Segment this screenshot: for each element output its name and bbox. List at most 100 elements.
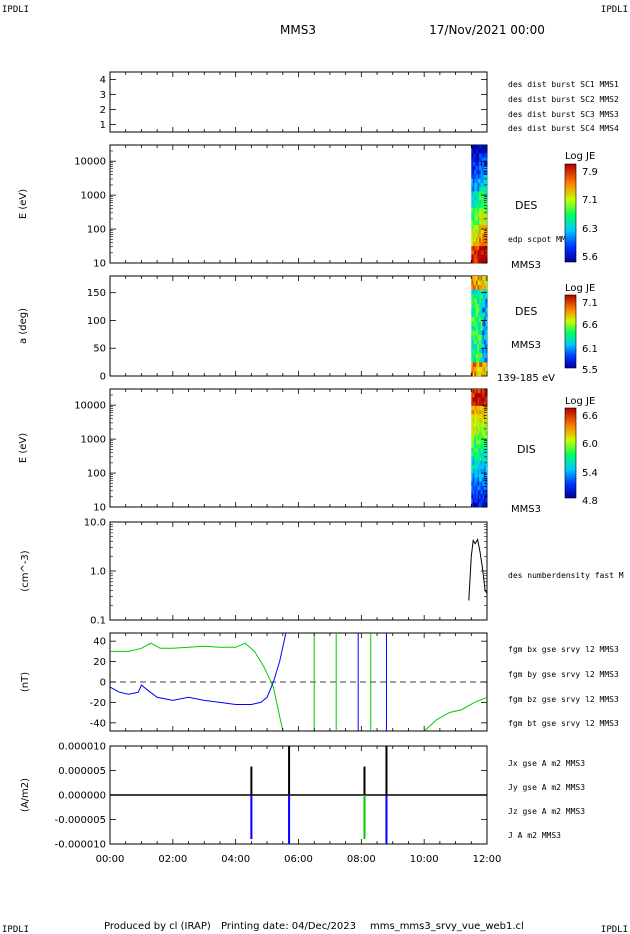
heat-cell <box>474 431 477 436</box>
heat-cell <box>471 473 474 478</box>
heat-cell <box>480 469 483 474</box>
heat-cell <box>472 208 475 213</box>
heat-cell <box>476 494 478 499</box>
heat-cell <box>472 145 475 150</box>
heat-cell <box>482 473 485 478</box>
heat-cell <box>477 157 480 163</box>
sc-label-dis-energy: MMS3 <box>511 504 541 515</box>
heat-cell <box>471 357 474 363</box>
heat-cell <box>472 254 475 260</box>
cb-tick-dis-energy-3: 5.4 <box>582 468 598 479</box>
heat-cell <box>482 208 485 213</box>
heat-cell <box>476 191 478 196</box>
cb-tick-des-energy-2: 7.1 <box>582 195 598 206</box>
heat-cell <box>474 348 477 354</box>
heat-cell <box>477 371 480 377</box>
heat-cell <box>479 494 482 499</box>
heat-cell <box>485 335 488 340</box>
heat-cell <box>482 204 485 209</box>
heat-cell <box>482 348 485 354</box>
heat-cell <box>474 389 477 394</box>
heat-cell <box>483 502 486 508</box>
heat-cell <box>485 485 488 491</box>
heat-cell <box>471 220 474 226</box>
heat-cell <box>474 191 477 196</box>
y-tick-label: 1.0 <box>90 567 106 578</box>
heat-cell <box>476 469 478 474</box>
heat-cell <box>480 195 483 201</box>
heat-cell <box>480 410 483 415</box>
heat-cell <box>485 237 488 243</box>
heat-cell <box>485 241 488 247</box>
legend-current-j: J A m2 MMS3 <box>508 831 561 840</box>
heat-cell <box>476 348 478 354</box>
label-des-energy: DES <box>515 199 537 212</box>
label-dis-energy: DIS <box>517 443 536 456</box>
heat-cell <box>471 405 474 411</box>
legend-density: des numberdensity fast M <box>508 571 624 580</box>
heat-cell <box>479 246 482 251</box>
heat-cell <box>480 485 483 491</box>
heat-cell <box>480 187 483 192</box>
heat-cell <box>477 366 480 372</box>
heat-cell <box>482 439 485 445</box>
heat-cell <box>480 389 483 394</box>
heat-cell <box>479 469 482 474</box>
heat-cell <box>479 316 482 322</box>
heat-cell <box>471 199 474 205</box>
heat-cell <box>477 250 480 255</box>
heat-cell <box>471 490 474 495</box>
heat-cell <box>471 464 474 470</box>
heat-cell <box>477 414 480 419</box>
heat-cell <box>479 456 482 461</box>
heat-cell <box>472 426 475 432</box>
heat-cell <box>482 225 485 230</box>
heat-cell <box>479 153 482 158</box>
heat-cell <box>483 161 486 167</box>
heat-cell <box>483 166 486 171</box>
heat-cell <box>485 362 488 368</box>
heat-cell <box>474 225 477 230</box>
heat-cell <box>471 439 474 445</box>
legend-current-jx: Jx gse A m2 MMS3 <box>508 759 585 768</box>
cb-tick-des-energy-3: 6.3 <box>582 224 598 235</box>
heat-cell <box>480 502 483 508</box>
heat-cell <box>485 280 488 286</box>
heat-cell <box>472 280 475 286</box>
series-line <box>423 696 488 732</box>
heat-cell <box>474 157 477 163</box>
cb-tick-des-energy-4: 5.6 <box>582 252 598 263</box>
heat-cell <box>477 316 480 322</box>
ylabel-density: (cm^-3) <box>20 550 31 591</box>
heat-cell <box>474 405 477 411</box>
heat-cell <box>477 208 480 213</box>
heat-cell <box>485 452 488 457</box>
heat-cell <box>471 426 474 432</box>
heat-cell <box>479 157 482 163</box>
heat-cell <box>482 233 485 239</box>
heat-cell <box>472 170 475 175</box>
heat-cell <box>485 344 488 350</box>
heat-cell <box>483 191 486 196</box>
heat-cell <box>483 481 486 487</box>
heat-cell <box>482 276 485 281</box>
heat-cell <box>474 456 477 461</box>
heat-cell <box>483 477 486 483</box>
panel-des-pitch-frame <box>109 275 488 377</box>
heat-cell <box>472 353 475 359</box>
heat-cell <box>482 389 485 394</box>
heat-cell <box>476 229 478 234</box>
heat-cell <box>472 481 475 487</box>
heat-cell <box>476 371 478 377</box>
panel-density-frame <box>109 521 488 621</box>
heat-cell <box>474 485 477 491</box>
heat-cell <box>474 303 477 309</box>
heat-cell <box>472 357 475 363</box>
heat-cell <box>477 233 480 239</box>
heat-cell <box>474 494 477 499</box>
heat-cell <box>471 348 474 354</box>
heat-cell <box>477 294 480 300</box>
heat-cell <box>477 348 480 354</box>
heat-cell <box>471 389 474 394</box>
dis-energy-heatmap <box>471 389 488 508</box>
